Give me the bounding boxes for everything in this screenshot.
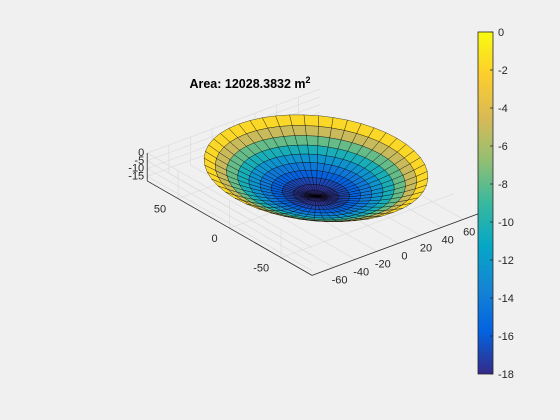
x-tick-label: -60 (332, 274, 348, 286)
z-tick-label: -15 (128, 170, 144, 182)
colorbar-tick-label: -6 (498, 141, 508, 153)
surface-patch (308, 153, 318, 164)
surface-patch (303, 114, 319, 127)
colorbar-tick-label: -16 (498, 331, 514, 343)
axis-lines (146, 153, 485, 276)
colorbar-ticks: 0 -2 -4 -6 -8 -10 -12 -14 -16 -18 (490, 27, 514, 381)
x-axis-ticks: -60 -40 -20 0 20 40 60 (332, 226, 476, 286)
floor-gridline-y (280, 193, 455, 258)
chart-title-text: Area: 12028.3832 m (189, 77, 305, 91)
x-tick-label: 0 (401, 250, 407, 262)
chart-title-superscript: 2 (306, 75, 311, 85)
surface-patch (309, 162, 318, 171)
colorbar-tick-label: -12 (498, 255, 514, 267)
surface-patch (289, 114, 306, 126)
z-tick-label: -10 (128, 163, 144, 175)
x-tick-label: -40 (353, 266, 369, 278)
surface-patch (317, 136, 330, 148)
y-axis-line (147, 180, 313, 276)
colorbar-tick-label: -18 (498, 369, 514, 381)
colorbar-tick-label: -14 (498, 293, 514, 305)
surface-patch (412, 184, 427, 195)
colorbar-gradient (477, 31, 494, 375)
surface-patch (305, 125, 319, 137)
surface-patch (317, 126, 332, 138)
x-tick-label: 20 (420, 242, 432, 254)
y-tick-label: -50 (253, 263, 269, 275)
surface-patch (348, 198, 361, 202)
chart-title: Area: 12028.3832 m2 (189, 75, 310, 91)
colorbar-tick-label: -2 (498, 65, 508, 77)
z-tick-label: -5 (134, 155, 144, 167)
colorbar: 0 -2 -4 -6 -8 -10 -12 -14 -16 -18 (477, 27, 514, 381)
y-tick-label: 0 (211, 233, 217, 245)
y-tick-label: 50 (154, 204, 166, 216)
z-tick-label: 0 (138, 147, 144, 159)
x-tick-label: 60 (463, 226, 475, 238)
surface-patch (318, 115, 334, 129)
surface-patch (311, 170, 318, 179)
colorbar-tick-label: -4 (498, 103, 508, 115)
y-axis-ticks: -50 0 50 (154, 204, 269, 275)
x-tick-label: -20 (375, 258, 391, 270)
surface-patch (306, 135, 319, 146)
surface-patch (307, 144, 319, 155)
x-tick-label: 40 (441, 234, 453, 246)
colorbar-tick-label: -8 (498, 179, 508, 191)
bowl-surface (203, 114, 429, 222)
colorbar-tick-label: -10 (498, 217, 514, 229)
colorbar-tick-label: 0 (498, 27, 504, 39)
z-axis-ticks: -15-10-50 (128, 147, 144, 182)
x-axis-line (311, 210, 485, 276)
surface-patch (292, 125, 307, 136)
